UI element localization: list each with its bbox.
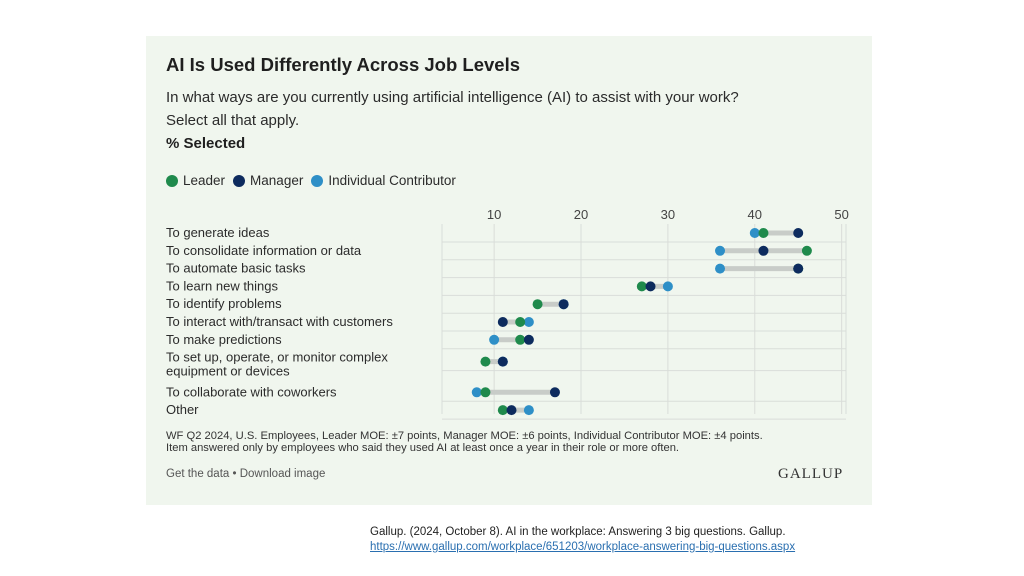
chart-card: AI Is Used Differently Across Job Levels… [146, 36, 872, 505]
category-label: To interact with/transact with customers [166, 314, 393, 329]
footnote-line-1: WF Q2 2024, U.S. Employees, Leader MOE: … [166, 430, 763, 442]
x-tick-label: 40 [748, 207, 762, 222]
legend: Leader Manager Individual Contributor [166, 173, 464, 188]
category-label: To generate ideas [166, 225, 270, 240]
dot-leader [515, 334, 526, 345]
dot-ic [489, 334, 500, 345]
x-tick-label: 30 [661, 207, 675, 222]
dot-ic [715, 263, 726, 274]
legend-dot-ic [311, 174, 324, 187]
dot-ic [749, 228, 760, 238]
dot-leader [758, 228, 769, 238]
category-label: To automate basic tasks [166, 261, 306, 276]
dot-manager [758, 245, 769, 256]
dot-manager [645, 281, 656, 292]
dot-manager [793, 263, 804, 274]
legend-label-ic: Individual Contributor [328, 173, 456, 188]
citation-link[interactable]: https://www.gallup.com/workplace/651203/… [370, 541, 796, 553]
question-line-1: In what ways are you currently using art… [166, 89, 739, 106]
x-tick-label: 20 [574, 207, 588, 222]
dot-manager [506, 405, 517, 416]
category-label: equipment or devices [166, 364, 290, 379]
dot-leader [532, 299, 543, 310]
dot-manager [497, 317, 508, 327]
dot-ic [523, 317, 534, 327]
legend-dot-leader [166, 174, 178, 187]
citation-text: Gallup. (2024, October 8). AI in the wor… [370, 526, 786, 538]
legend-item-manager: Manager [233, 173, 303, 188]
legend-label-leader: Leader [183, 173, 226, 188]
category-label: To identify problems [166, 296, 282, 311]
dot-leader [636, 281, 647, 292]
dot-manager [549, 387, 560, 398]
category-label: To learn new things [166, 278, 279, 293]
question-line-2: Select all that apply. [166, 112, 300, 129]
dot-leader [480, 387, 491, 398]
dot-manager [497, 356, 508, 367]
category-label: To consolidate information or data [166, 243, 362, 258]
dot-manager [558, 299, 569, 310]
dot-ic [471, 387, 482, 398]
dot-ic [662, 281, 673, 292]
category-label: To collaborate with coworkers [166, 384, 337, 399]
legend-item-ic: Individual Contributor [311, 173, 456, 188]
footnote-line-2: Item answered only by employees who said… [166, 442, 680, 454]
gallup-logo: GALLUP [778, 466, 844, 482]
dot-ic [715, 245, 726, 256]
dot-leader [515, 317, 526, 327]
dot-leader [480, 356, 491, 367]
category-label: Other [166, 402, 199, 417]
legend-label-manager: Manager [250, 173, 304, 188]
legend-dot-manager [233, 174, 246, 187]
measure-label: % Selected [166, 135, 246, 152]
x-tick-label: 10 [487, 207, 501, 222]
dot-plot: 10 20 30 40 50 To generate ideas To consolidat… [166, 207, 849, 420]
dot-leader [497, 405, 508, 416]
dot-manager [523, 334, 534, 345]
dot-manager [793, 228, 804, 238]
category-label: To make predictions [166, 332, 282, 347]
legend-item-leader: Leader [166, 173, 225, 188]
dot-ic [523, 405, 534, 416]
chart-title: AI Is Used Differently Across Job Levels [166, 54, 521, 75]
category-label: To set up, operate, or monitor complex [166, 350, 388, 365]
x-tick-label: 50 [834, 207, 848, 222]
get-data-download-links[interactable]: Get the data • Download image [166, 468, 326, 480]
dot-leader [801, 245, 812, 256]
